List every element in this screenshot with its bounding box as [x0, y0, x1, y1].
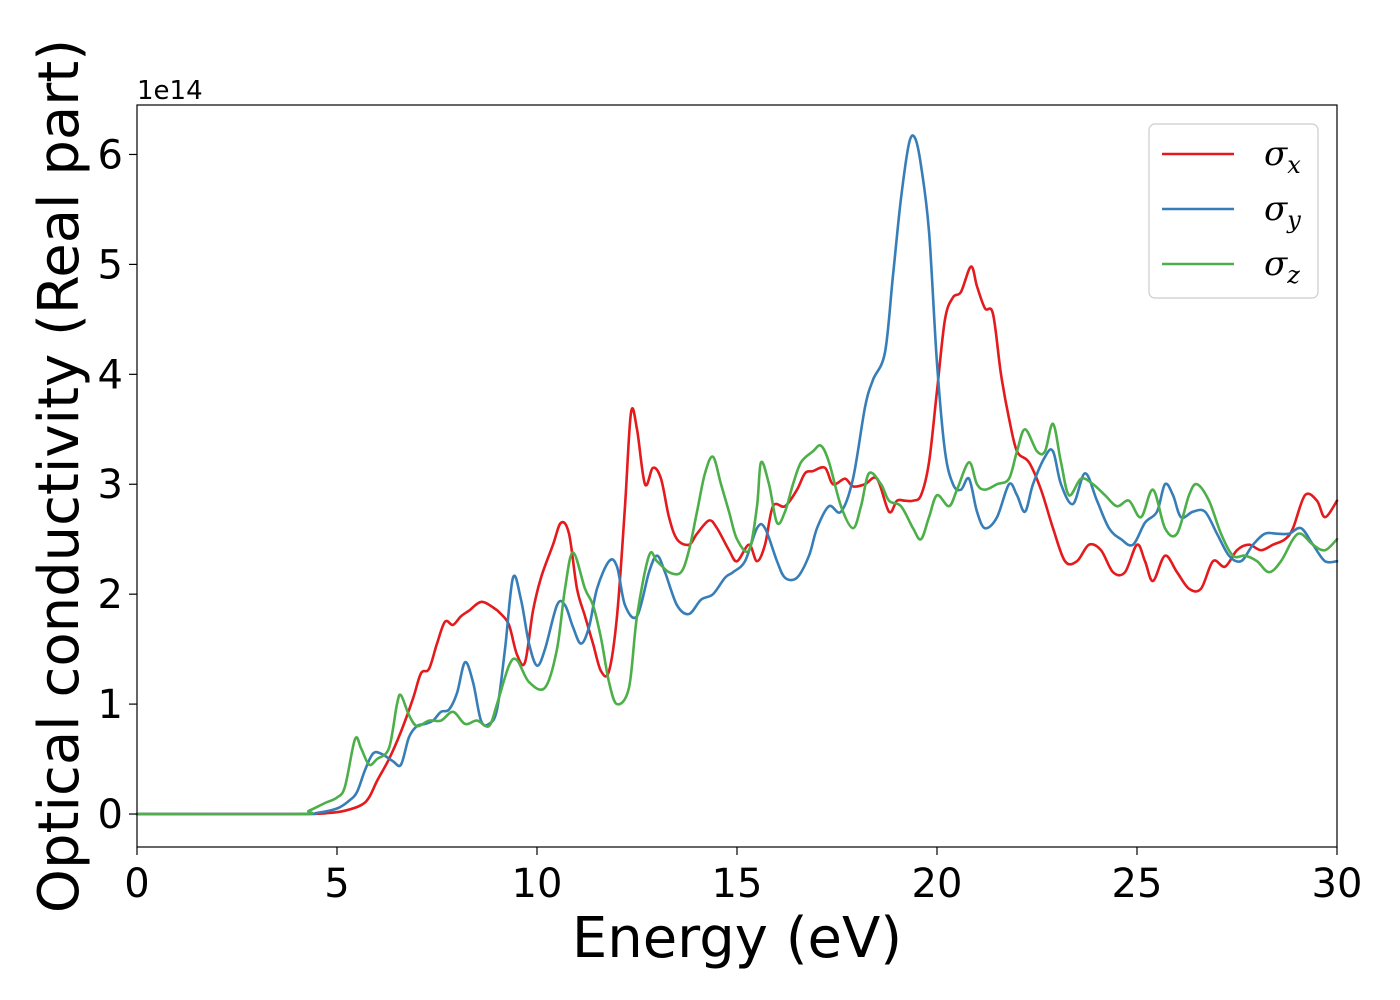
- y-tick-label: 0: [98, 792, 123, 838]
- y-tick-label: 1: [98, 682, 123, 728]
- x-tick-label: 0: [124, 861, 149, 907]
- y-tick-label: 2: [98, 572, 123, 618]
- x-tick-label: 30: [1312, 861, 1363, 907]
- series-layer: [135, 134, 1339, 816]
- x-tick-label: 10: [512, 861, 563, 907]
- y-tick-label: 4: [98, 352, 123, 398]
- series-line-z: [135, 422, 1339, 816]
- legend-box: [1148, 123, 1319, 299]
- series-line-y: [135, 134, 1339, 816]
- x-tick-label: 15: [712, 861, 763, 907]
- legend-label-x: σx: [1264, 134, 1301, 179]
- y-axis-label: Optical conductivity (Real part): [27, 39, 92, 913]
- x-tick-label: 5: [324, 861, 349, 907]
- x-tick-label: 25: [1112, 861, 1163, 907]
- x-axis-label: Energy (eV): [572, 906, 902, 971]
- legend: σx σy σz: [1148, 123, 1319, 299]
- y-offset-label: 1e14: [137, 76, 203, 106]
- x-tick-label: 20: [912, 861, 963, 907]
- y-axis-ticks: 0 1 2 3 4 5 6: [98, 132, 137, 838]
- legend-label-y: σy: [1264, 189, 1301, 234]
- x-axis-ticks: 0 5 10 15 20 25 30: [124, 847, 1362, 907]
- y-tick-label: 3: [98, 462, 123, 508]
- y-tick-label: 6: [98, 132, 123, 178]
- y-tick-label: 5: [98, 242, 123, 288]
- legend-label-z: σz: [1264, 244, 1300, 289]
- series-line-x: [135, 265, 1339, 816]
